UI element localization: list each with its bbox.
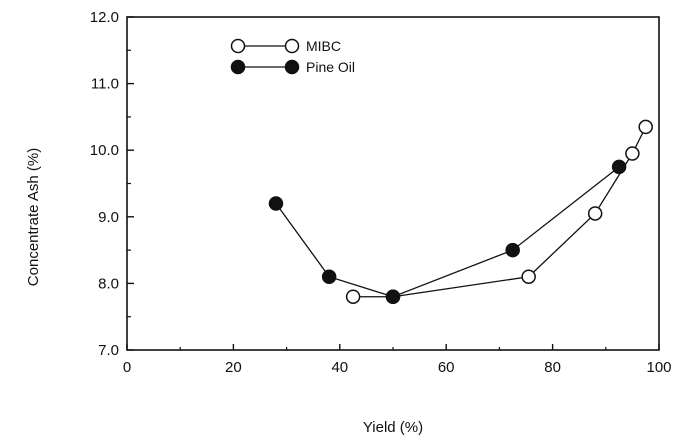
legend-label-mibc: MIBC xyxy=(306,38,341,54)
y-tick-label: 10.0 xyxy=(90,142,119,159)
legend-label-pine-oil: Pine Oil xyxy=(306,59,355,75)
pine-oil-point xyxy=(268,196,284,211)
ticks: 0 20 40 60 80 100 7.0 8.0 9.0 10.0 11.0 12.0 xyxy=(90,9,672,376)
y-axis-label: Concentrate Ash (%) xyxy=(25,148,42,286)
y-tick-label: 11.0 xyxy=(91,76,119,93)
pine-oil-point xyxy=(611,159,627,175)
y-tick-label: 7.0 xyxy=(98,342,119,359)
y-tick-label: 8.0 xyxy=(98,275,119,292)
pine-oil-point xyxy=(321,269,337,284)
mibc-point xyxy=(587,206,603,221)
x-tick-label: 100 xyxy=(646,359,671,376)
legend-marker-pine-oil xyxy=(284,59,300,75)
mibc-point xyxy=(625,146,640,161)
x-tick-label: 0 xyxy=(123,359,131,376)
mibc-point xyxy=(345,289,361,304)
legend: MIBC Pine Oil xyxy=(230,38,355,75)
mibc-point xyxy=(638,119,653,135)
series-points xyxy=(268,119,653,304)
pine-oil-point xyxy=(385,289,401,304)
legend-marker-mibc xyxy=(284,38,300,54)
legend-marker-pine-oil xyxy=(230,59,246,75)
x-tick-label: 20 xyxy=(225,359,242,376)
x-axis-label: Yield (%) xyxy=(363,419,423,436)
y-tick-label: 9.0 xyxy=(98,209,119,226)
x-tick-label: 60 xyxy=(438,359,455,376)
mibc-point xyxy=(521,269,536,284)
x-tick-label: 40 xyxy=(331,359,348,376)
pine-oil-point xyxy=(505,242,520,258)
y-tick-label: 12.0 xyxy=(90,9,119,26)
legend-marker-mibc xyxy=(230,38,246,54)
x-tick-label: 80 xyxy=(544,359,561,376)
